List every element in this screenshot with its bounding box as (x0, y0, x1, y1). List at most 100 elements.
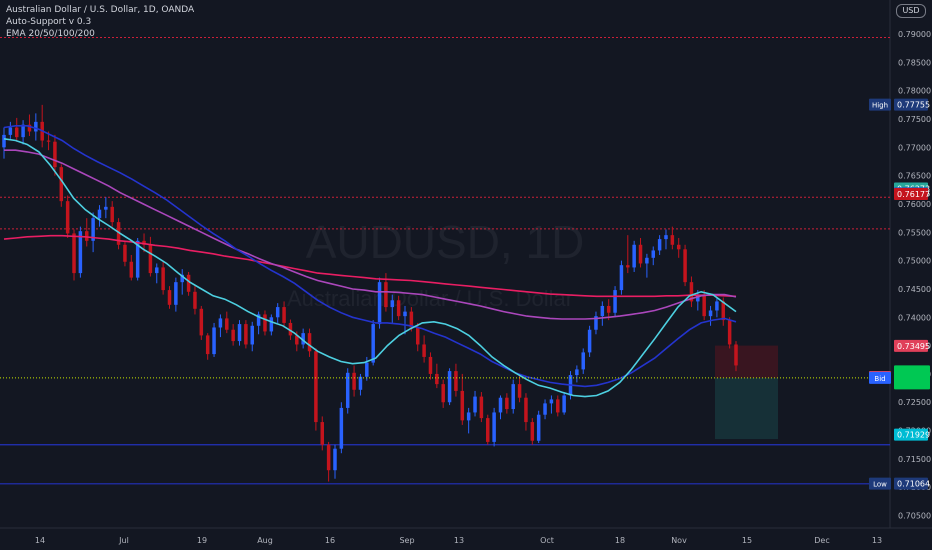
candle-body (295, 335, 299, 345)
candle (244, 320, 248, 349)
watermark: AUDUSD, 1D Australian Dollar / U.S. Dolla… (287, 216, 584, 311)
candle (129, 254, 134, 281)
candle-body (78, 231, 83, 274)
candle-body (530, 422, 535, 441)
y-tick-label: 0.77000 (898, 143, 931, 152)
candle (594, 311, 598, 335)
candle-body (358, 376, 363, 390)
candle (72, 229, 76, 281)
candle-body (517, 384, 522, 398)
y-tick-label: 0.74000 (898, 313, 931, 322)
candle-body (8, 127, 13, 135)
candle (530, 418, 535, 445)
candle-body (225, 318, 229, 330)
candle-body (123, 244, 127, 262)
candle (78, 226, 83, 278)
candle-body (142, 240, 146, 245)
indicator-auto-support[interactable]: Auto-Support v 0.3 (6, 17, 92, 27)
candle-body (53, 141, 57, 168)
candle (587, 325, 592, 357)
candle (263, 310, 267, 336)
current-price-box (894, 365, 930, 390)
candle-body (250, 325, 254, 345)
candle (390, 294, 395, 323)
candle-body (428, 356, 433, 374)
price-label: 0.71929 (894, 428, 930, 441)
candle (301, 328, 305, 349)
candle (91, 212, 95, 253)
candle (110, 201, 114, 227)
candle (27, 114, 32, 137)
candle (205, 333, 210, 360)
ema200-line (3, 234, 737, 298)
price-tag-bg (869, 98, 891, 111)
candle-body (91, 218, 95, 241)
price-label-text: 0.71929 (897, 431, 930, 440)
y-tick-label: 0.74500 (898, 285, 931, 294)
candle (536, 410, 541, 444)
price-label: 0.71064 Low (869, 477, 930, 490)
candle (670, 226, 675, 250)
candle-body (556, 399, 560, 413)
candle-body (657, 239, 662, 251)
candle (562, 392, 566, 415)
candle (377, 277, 382, 329)
candle-body (161, 267, 165, 291)
candle (460, 373, 465, 425)
candle (466, 407, 471, 434)
candle (237, 320, 242, 346)
candle (174, 277, 178, 312)
y-tick-label: 0.71500 (898, 455, 931, 464)
candle (59, 164, 64, 207)
price-label-bg (894, 98, 928, 111)
candle (256, 311, 261, 335)
watermark-name: Australian Dollar / U.S. Dollar (287, 286, 573, 311)
candle-body (549, 399, 554, 404)
candle-body (352, 372, 356, 390)
candle-body (59, 167, 64, 202)
x-tick-label: 14 (35, 536, 45, 545)
candle (543, 399, 547, 420)
price-tag-bg (869, 477, 891, 490)
candle-body (460, 390, 465, 421)
candle (486, 414, 490, 445)
candle (326, 441, 331, 482)
candle-body (288, 322, 293, 336)
candle (556, 395, 560, 417)
candle-body (384, 282, 388, 308)
x-tick-label: Jul (118, 536, 129, 545)
candle (212, 322, 216, 357)
price-label-bg (894, 477, 928, 490)
candle (600, 301, 605, 326)
x-tick-label: Dec (814, 536, 829, 545)
x-tick-label: 18 (615, 536, 625, 545)
candle-body (498, 397, 503, 413)
candle (161, 260, 165, 295)
candle-body (84, 231, 89, 241)
indicator-ema[interactable]: EMA 20/50/100/200 (6, 29, 95, 39)
price-label: 0.73495 (894, 339, 930, 352)
candle-body (371, 324, 375, 363)
currency-selector[interactable]: USD (896, 4, 926, 18)
candle (727, 317, 732, 349)
y-tick-label: 0.78500 (898, 58, 931, 67)
candle (664, 229, 668, 250)
take-profit-zone (715, 377, 778, 440)
x-tick-label: Nov (671, 536, 687, 545)
candle-body (135, 240, 140, 278)
symbol-title[interactable]: Australian Dollar / U.S. Dollar, 1D, OAN… (6, 5, 195, 15)
y-tick-label: 0.70500 (898, 512, 931, 521)
candle-body (97, 209, 102, 219)
candle (199, 305, 204, 340)
candle-body (727, 320, 732, 345)
y-tick-label: 0.75500 (898, 228, 931, 237)
candle (517, 373, 522, 403)
candle-body (46, 140, 51, 142)
candle-body (110, 206, 114, 223)
candle-body (645, 257, 649, 264)
candle-body (320, 422, 325, 445)
watermark-symbol: AUDUSD, 1D (306, 216, 585, 268)
candle (34, 113, 38, 141)
